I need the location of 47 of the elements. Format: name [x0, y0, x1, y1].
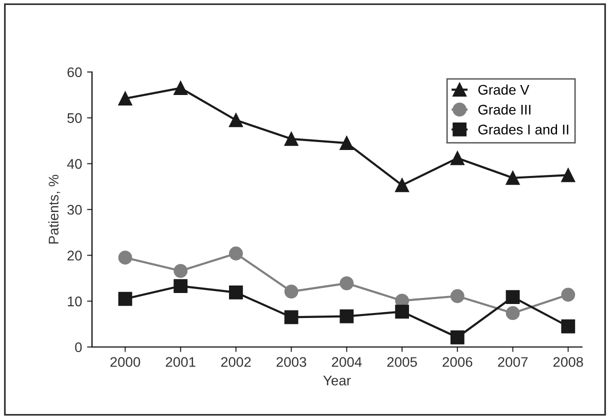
- point: [174, 264, 188, 278]
- point: [395, 304, 409, 319]
- point: [174, 279, 188, 293]
- point: [561, 288, 576, 302]
- point: [450, 289, 464, 304]
- point: [229, 113, 243, 128]
- x-tick-label: 2001: [166, 357, 196, 367]
- point: [450, 151, 464, 166]
- y-tick-label: 10: [68, 296, 82, 306]
- y-tick-label: 40: [67, 159, 82, 169]
- point: [229, 246, 243, 260]
- y-tick-label: 20: [68, 250, 82, 261]
- point: [340, 276, 354, 290]
- y-tick-label: 60: [68, 67, 82, 78]
- point: [340, 136, 354, 150]
- point: [118, 292, 132, 306]
- point: [450, 330, 464, 344]
- x-axis-title: Year: [323, 376, 351, 386]
- point: [561, 319, 576, 334]
- y-tick-label: 0: [75, 342, 82, 352]
- x-tick-label: 2006: [442, 357, 472, 367]
- x-tick-label: 2002: [221, 357, 251, 367]
- point: [229, 286, 243, 300]
- x-tick-label: 2008: [553, 357, 584, 367]
- point: [284, 284, 298, 298]
- y-tick-label: 30: [67, 204, 82, 215]
- point: [506, 290, 520, 304]
- y-axis-title: Patients, %: [48, 174, 60, 244]
- legend-label: Grades I and II: [478, 124, 568, 134]
- point: [340, 309, 354, 324]
- point: [284, 310, 298, 324]
- point: [118, 92, 132, 106]
- x-tick-label: 2003: [276, 357, 306, 367]
- legend-label: Grade III: [478, 104, 530, 115]
- point: [561, 168, 576, 182]
- x-tick-label: 2005: [387, 357, 417, 367]
- point: [284, 132, 298, 146]
- point: [118, 250, 132, 265]
- x-tick-label: 2004: [332, 357, 362, 367]
- point: [395, 178, 409, 192]
- point: [506, 170, 520, 185]
- point: [174, 81, 188, 95]
- legend-label: Grade V: [478, 84, 530, 95]
- point: [506, 306, 520, 320]
- x-tick-label: 2007: [498, 357, 528, 367]
- x-tick-label: 2000: [110, 357, 140, 367]
- y-tick-label: 50: [67, 113, 82, 124]
